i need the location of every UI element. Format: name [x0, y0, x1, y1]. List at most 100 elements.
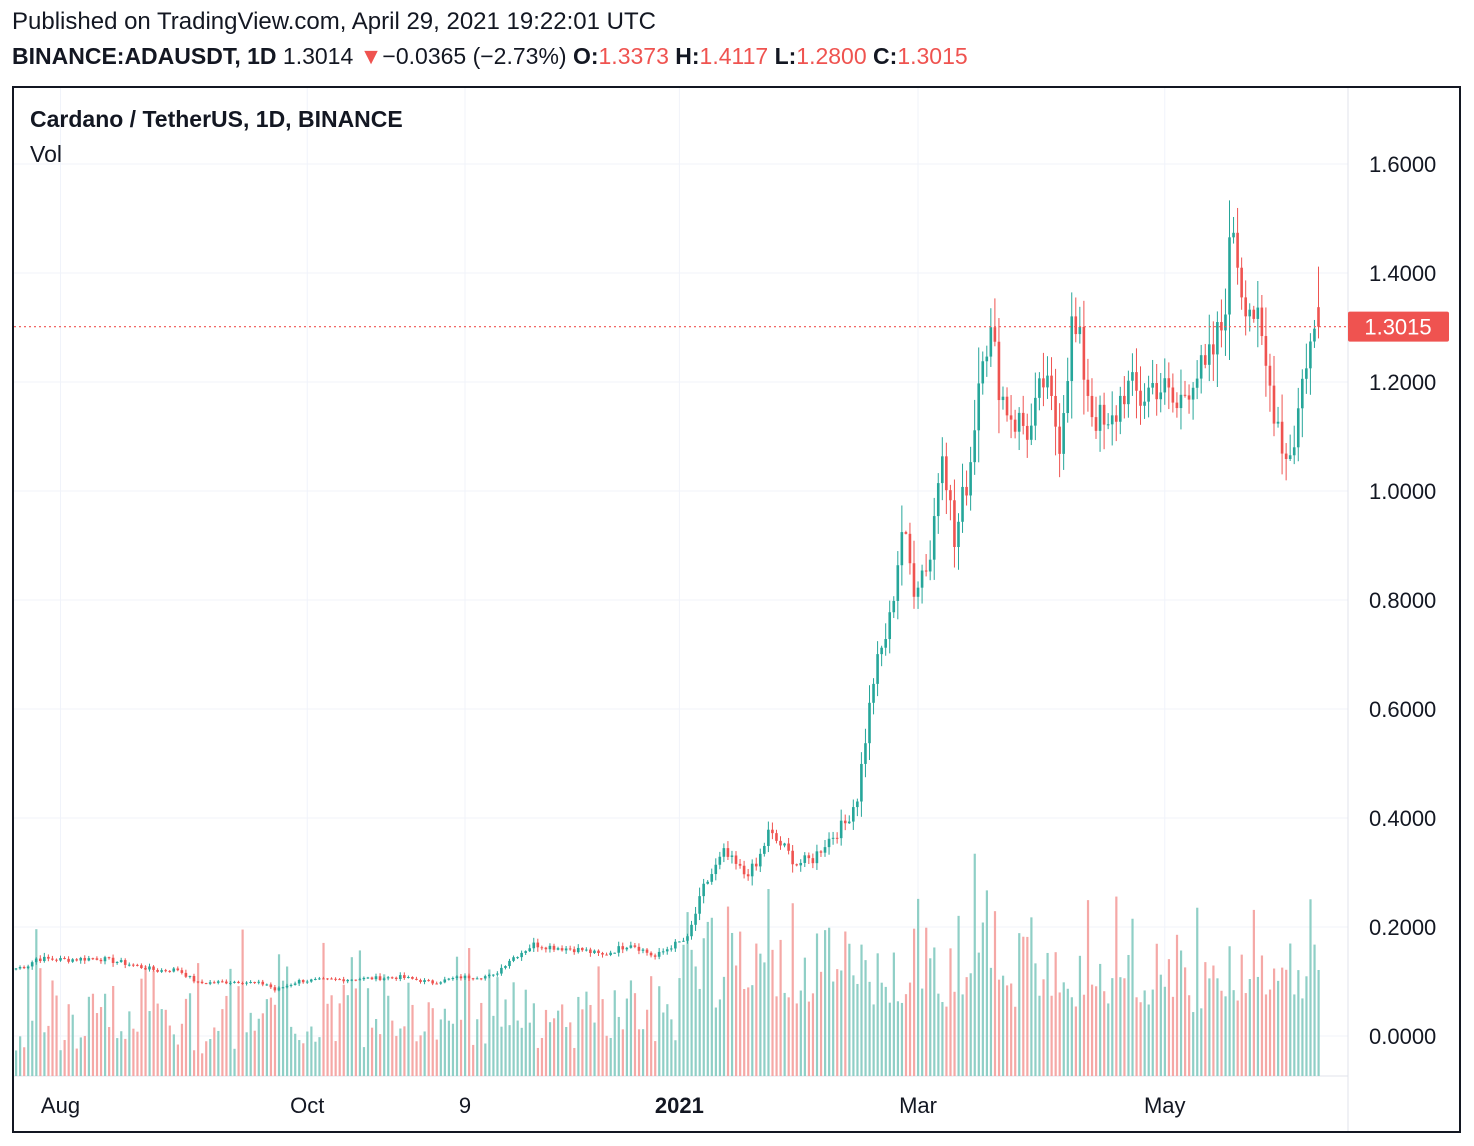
volume-bar [23, 1047, 26, 1076]
volume-bar [342, 984, 345, 1076]
candle-body [34, 958, 38, 963]
volume-bar [1135, 997, 1138, 1076]
candle-body [1284, 453, 1288, 459]
candle-body [1232, 232, 1235, 238]
volume-bar [1228, 946, 1231, 1076]
candle-body [916, 587, 920, 597]
candle-body [285, 985, 289, 988]
volume-bar [140, 978, 143, 1076]
x-tick-label: 2021 [655, 1093, 704, 1118]
volume-bar [763, 962, 766, 1076]
volume-bar [552, 1018, 556, 1076]
candle-body [75, 959, 78, 961]
volume-bar [690, 949, 693, 1076]
volume-bar [213, 1027, 216, 1076]
volume-bar [629, 980, 633, 1076]
candle-body [107, 957, 111, 959]
volume-bar [180, 1023, 184, 1076]
candle-body [115, 961, 119, 963]
candle-body [625, 947, 629, 950]
volume-bar [1167, 959, 1171, 1076]
volume-bar [1070, 997, 1073, 1076]
x-tick-label: Oct [290, 1093, 324, 1118]
candle-body [1305, 368, 1308, 379]
volume-bar [1050, 995, 1053, 1076]
volume-bar [172, 1034, 175, 1076]
candle-body [439, 982, 443, 984]
volume-bar [1074, 1006, 1077, 1076]
volume-bar [144, 965, 147, 1076]
candle-body [1212, 344, 1215, 355]
candle-body [216, 981, 220, 983]
candle-body [957, 521, 960, 548]
volume-bar [19, 1036, 22, 1076]
candle-body [864, 743, 867, 764]
candle-body [309, 979, 313, 982]
volume-bar [900, 1002, 904, 1076]
volume-bar [1256, 976, 1260, 1076]
candle-body [156, 969, 159, 972]
candle-body [803, 855, 807, 863]
candle-body [997, 341, 1001, 401]
candle-body [463, 975, 467, 979]
y-tick-label: 1.4000 [1369, 261, 1436, 286]
volume-bar [399, 1028, 402, 1076]
candle-body [544, 947, 548, 950]
candle-body [1272, 385, 1276, 424]
volume-bar [876, 953, 879, 1076]
volume-bar [605, 1035, 608, 1076]
candle-body [896, 565, 900, 601]
volume-bar [1297, 970, 1300, 1076]
candle-body [1066, 381, 1069, 414]
candle-body [277, 987, 281, 991]
y-tick-label: 0.6000 [1369, 697, 1436, 722]
candle-body [208, 982, 212, 984]
candle-body [1191, 387, 1195, 400]
candle-body [1151, 383, 1154, 388]
candle-body [14, 968, 18, 970]
volume-bar [1111, 978, 1114, 1076]
candle-body [1021, 412, 1025, 426]
candle-body [738, 863, 742, 866]
volume-bar [504, 999, 507, 1076]
volume-bar [1042, 979, 1045, 1076]
candle-body [253, 981, 256, 983]
candle-body [318, 978, 321, 980]
candle-body [714, 864, 718, 875]
last-price: 1.3014 [282, 43, 354, 69]
volume-bar [1184, 967, 1187, 1076]
candle-body [1171, 387, 1175, 403]
volume-bar [435, 1039, 438, 1076]
volume-bar [892, 952, 895, 1076]
candle-body [839, 820, 843, 839]
volume-bar [1252, 909, 1255, 1076]
volume-bar [1018, 933, 1021, 1076]
volume-legend: Vol [30, 141, 62, 167]
candle-body [1058, 426, 1061, 454]
candle-body [51, 958, 54, 960]
candle-body [657, 951, 661, 957]
candle-body [1005, 396, 1009, 416]
candle-body [572, 949, 576, 953]
volume-bar [524, 989, 527, 1076]
candle-body [1038, 378, 1041, 398]
volume-bar [241, 929, 244, 1076]
volume-bar [613, 990, 616, 1076]
volume-bar [811, 993, 815, 1076]
candle-body [965, 486, 968, 496]
volume-bar [1208, 978, 1211, 1076]
volume-bar [455, 956, 459, 1076]
volume-bar [1216, 978, 1219, 1076]
candle-body [585, 949, 588, 951]
volume-bar [476, 1019, 479, 1076]
low-value: 1.2800 [796, 43, 867, 69]
volume-bar [314, 1041, 317, 1076]
volume-bar [63, 1040, 66, 1076]
candle-body [47, 956, 50, 959]
volume-bar [1212, 965, 1215, 1076]
candle-body [763, 845, 766, 854]
volume-bar [844, 931, 847, 1076]
candle-body [1143, 401, 1146, 406]
volume-bar [468, 948, 471, 1076]
